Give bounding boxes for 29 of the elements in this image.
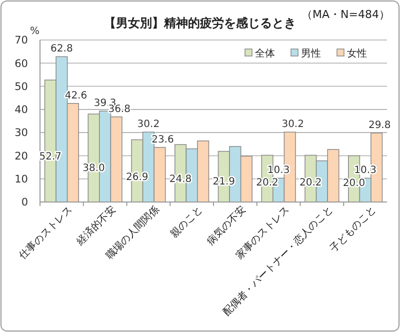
data-label: 20.2: [300, 178, 322, 189]
y-tick-label: 70: [14, 34, 28, 47]
data-label: 21.9: [212, 176, 236, 188]
data-label: 62.8: [50, 44, 73, 55]
y-tick-label: 0: [21, 196, 28, 209]
y-tick-label: 50: [14, 80, 28, 93]
data-label: 30.2: [282, 119, 304, 130]
data-label: 24.8: [169, 174, 192, 185]
y-axis-title: %: [30, 26, 40, 37]
legend-label: 男性: [301, 48, 321, 60]
data-label: 20.0: [342, 178, 366, 189]
legend-label: 全体: [255, 48, 275, 60]
data-label: 30.2: [137, 119, 160, 130]
text: （MA・N=484）: [302, 8, 390, 21]
data-label: 36.8: [108, 104, 130, 115]
legend-label: 女性: [347, 48, 367, 60]
y-tick-label: 40: [14, 104, 28, 116]
data-label: 26.9: [126, 172, 148, 184]
chart-title: 【男女別】精神的疲労を感じるとき: [104, 16, 296, 30]
data-label: 23.6: [152, 134, 174, 146]
y-tick-label: 10: [14, 174, 28, 186]
x-tick-label: 親のこと: [168, 204, 205, 240]
y-tick-label: 20: [14, 150, 28, 162]
y-tick-label: 30: [14, 127, 28, 140]
data-label: 38.0: [82, 163, 105, 174]
data-label: 29.8: [368, 120, 391, 132]
y-tick-label: 60: [14, 58, 28, 70]
data-label: 20.2: [256, 178, 278, 189]
data-label: 52.7: [39, 151, 62, 162]
